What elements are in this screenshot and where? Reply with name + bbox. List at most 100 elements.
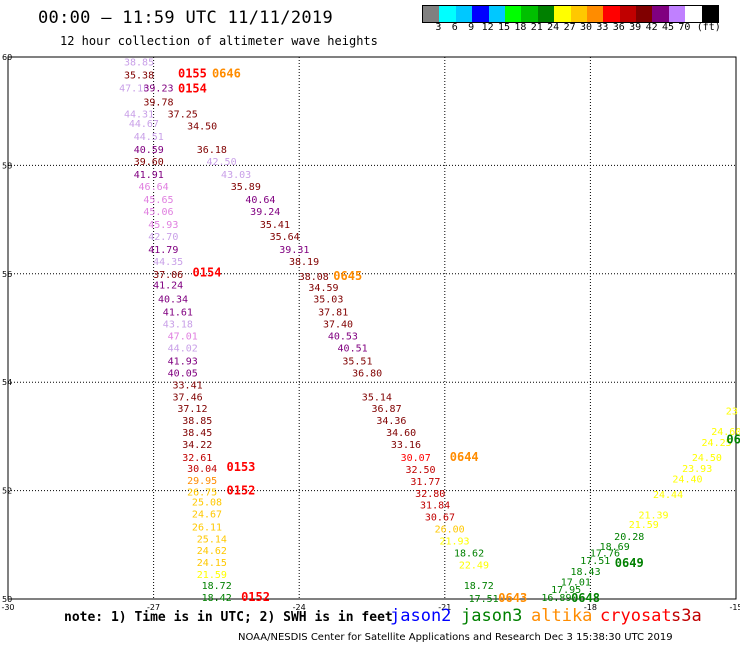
pass-time-label: 0153 xyxy=(227,460,256,474)
wave-height-value: 21.39 xyxy=(638,510,668,521)
scale-swatch xyxy=(603,6,620,22)
wave-height-value: 17.51 xyxy=(469,594,499,605)
scale-swatch xyxy=(619,6,637,22)
wave-height-value: 30.04 xyxy=(187,464,217,475)
scale-swatch xyxy=(439,6,456,22)
pass-time-label: 0643 xyxy=(498,591,527,605)
wave-height-value: 31.77 xyxy=(410,477,440,488)
color-scale-labels: 3 6 9 12 15 18 21 24 27 30 33 36 39 42 45 70 (ft) xyxy=(422,22,740,34)
scale-swatch xyxy=(570,6,587,22)
satellite-legend-jason2: jason2 xyxy=(390,606,452,626)
wave-height-value: 24.60 xyxy=(711,427,740,438)
scale-label: 45 xyxy=(661,22,675,33)
wave-height-value: 38.45 xyxy=(182,428,212,439)
scale-swatch xyxy=(472,6,489,22)
wave-height-value: 43.03 xyxy=(221,170,251,181)
wave-height-value: 47.01 xyxy=(168,332,198,343)
wave-height-value: 39.24 xyxy=(250,207,280,218)
wave-height-value: 30.67 xyxy=(425,513,455,524)
lat-tick-label: 52 xyxy=(2,487,12,496)
wave-height-value: 37.40 xyxy=(323,320,353,331)
wave-height-value: 36.87 xyxy=(372,404,402,415)
wave-height-value: 18.43 xyxy=(570,567,600,578)
wave-height-value: 42.70 xyxy=(148,232,178,243)
wave-height-value: 36.18 xyxy=(197,145,227,156)
wave-height-value: 45.93 xyxy=(148,220,178,231)
wave-height-value: 35.51 xyxy=(342,357,372,368)
wave-height-value: 37.06 xyxy=(153,270,183,281)
wave-height-value: 38.19 xyxy=(289,257,319,268)
scale-swatch xyxy=(701,6,719,22)
wave-height-value: 21.93 xyxy=(439,536,469,547)
lon-tick-label: -15 xyxy=(729,603,740,612)
wave-height-value: 37.12 xyxy=(177,404,207,415)
wave-height-value: 18.62 xyxy=(454,548,484,559)
wave-height-value: 34.22 xyxy=(182,440,212,451)
wave-height-value: 37.46 xyxy=(173,392,203,403)
lat-tick-label: 56 xyxy=(2,270,12,279)
wave-height-value: 35.38 xyxy=(124,70,154,81)
scale-label: 27 xyxy=(563,22,576,33)
pass-time-label: 0155 xyxy=(178,66,207,80)
wave-height-value: 33.41 xyxy=(173,380,203,391)
pass-time-label: 0154 xyxy=(178,81,207,95)
pass-time-label: 0152 xyxy=(227,484,256,498)
wave-height-value: 44.02 xyxy=(168,344,198,355)
wave-height-value: 38.85 xyxy=(182,416,212,427)
wave-height-value: 44.51 xyxy=(134,132,164,143)
scale-label: 36 xyxy=(612,22,625,33)
wave-height-value: 18.69 xyxy=(600,542,630,553)
lat-tick-label: 58 xyxy=(2,161,12,170)
wave-height-value: 35.64 xyxy=(270,232,300,243)
scale-swatch xyxy=(537,6,555,22)
wave-height-color-scale xyxy=(422,5,720,23)
wave-height-value: 24.67 xyxy=(192,509,222,520)
wave-height-value: 40.34 xyxy=(158,295,188,306)
wave-height-value: 39.78 xyxy=(143,97,173,108)
scale-label: 30 xyxy=(579,22,593,33)
wave-height-value: 44.31 xyxy=(124,109,154,120)
scale-label: 33 xyxy=(596,22,609,33)
pass-time-label: 0648 xyxy=(571,591,600,605)
wave-height-value: 23.93 xyxy=(682,464,712,475)
wave-height-value: 32.50 xyxy=(405,465,435,476)
wave-height-value: 41.93 xyxy=(168,357,198,368)
wave-height-value: 22.49 xyxy=(459,560,489,571)
map-frame xyxy=(7,56,737,600)
wave-height-value: 41.61 xyxy=(163,308,193,319)
scale-label: (ft) xyxy=(696,22,721,33)
wave-height-value: 21.59 xyxy=(629,520,659,531)
wave-height-value: 38.08 xyxy=(299,272,329,283)
wave-height-value: 40.51 xyxy=(338,344,368,355)
scale-swatch xyxy=(636,6,653,22)
wave-height-value: 25.08 xyxy=(192,497,222,508)
wave-height-value: 40.05 xyxy=(168,368,198,379)
wave-height-value: 30.07 xyxy=(401,453,431,464)
wave-height-value: 42.50 xyxy=(206,157,236,168)
scale-label: 18 xyxy=(514,22,527,33)
wave-height-value: 23.71 xyxy=(726,406,740,417)
wave-height-value: 26.75 xyxy=(187,488,217,499)
satellite-legend-jason3: jason3 xyxy=(461,606,523,626)
wave-height-value: 44.67 xyxy=(129,119,159,130)
lat-tick-label: 50 xyxy=(2,595,12,604)
scale-swatch xyxy=(488,6,505,22)
wave-height-value: 34.36 xyxy=(376,416,406,427)
wave-height-value: 21.59 xyxy=(197,570,227,581)
scale-label: 12 xyxy=(481,22,494,33)
units-note: note: 1) Time is in UTC; 2) SWH is in fe… xyxy=(64,610,393,625)
scale-label: 24 xyxy=(547,22,560,33)
pass-time-label: 0152 xyxy=(241,590,270,604)
wave-height-value: 17.01 xyxy=(561,578,591,589)
wave-height-value: 17.95 xyxy=(551,585,581,596)
satellite-legend-altika: altika xyxy=(531,606,593,626)
axis-tick-labels: 60 58 56 54 52 50-30 -27 -24 -21 -18 -15 xyxy=(1,53,740,612)
wave-height-value: 16.89 xyxy=(541,593,571,604)
wave-height-value: 18.72 xyxy=(464,581,494,592)
wave-height-value: 43.18 xyxy=(163,320,193,331)
wave-height-value: 18.42 xyxy=(202,593,232,604)
scale-swatch xyxy=(504,6,522,22)
scale-swatch xyxy=(554,6,571,22)
scale-label: 21 xyxy=(530,22,543,33)
